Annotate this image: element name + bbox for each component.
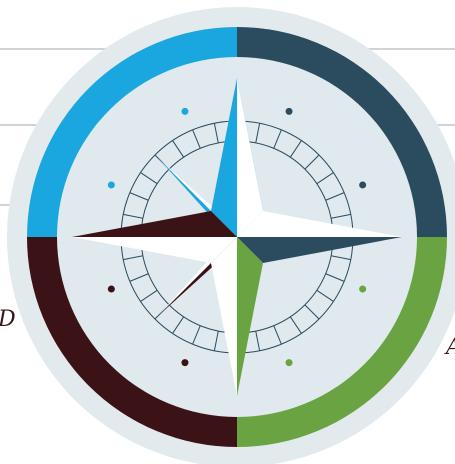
tick-mark: [331, 255, 351, 261]
point-east-bottom: [237, 237, 402, 263]
tick-mark: [255, 123, 261, 143]
marker-dot-top-left: [107, 181, 115, 189]
tick-mark: [129, 192, 149, 201]
marker-dots: [107, 107, 367, 367]
point-north-left-blue: [211, 78, 237, 237]
marker-dot-bottom-right: [359, 285, 367, 293]
tick-mark: [316, 289, 334, 302]
tick-mark: [213, 123, 219, 143]
marker-dot-top-right: [359, 181, 367, 189]
tick-mark: [192, 325, 201, 345]
tick-mark: [140, 172, 158, 185]
tick-mark: [304, 304, 320, 320]
tick-mark: [129, 273, 149, 282]
tick-mark: [172, 316, 185, 334]
marker-dot-bottom-left: [181, 359, 189, 367]
tick-mark: [192, 129, 201, 149]
tick-mark: [123, 213, 143, 219]
left-edge-letter: D: [0, 307, 16, 332]
point-west-bottom: [72, 237, 237, 263]
point-south-right: [237, 237, 263, 396]
tick-mark: [325, 192, 345, 201]
tick-mark: [273, 129, 282, 149]
tick-mark: [289, 316, 302, 334]
point-west-top: [72, 211, 237, 237]
tick-mark: [325, 273, 345, 282]
point-south-left: [211, 237, 237, 396]
tick-mark: [331, 213, 351, 219]
point-east-top: [237, 211, 402, 237]
marker-dot-bottom-left: [107, 285, 115, 293]
marker-dot-top-right: [285, 107, 293, 115]
tick-mark: [273, 325, 282, 345]
tick-mark: [316, 172, 334, 185]
divider-line-top-right: [300, 48, 455, 50]
tick-mark: [140, 289, 158, 302]
point-north-right-white: [237, 78, 263, 237]
tick-mark: [304, 154, 320, 170]
marker-dot-bottom-right: [285, 359, 293, 367]
right-edge-letter: A: [446, 335, 455, 360]
tick-mark: [213, 331, 219, 351]
tick-mark: [289, 140, 302, 158]
tick-mark: [123, 255, 143, 261]
tick-mark: [255, 331, 261, 351]
tick-mark: [172, 140, 185, 158]
marker-dot-top-left: [181, 107, 189, 115]
